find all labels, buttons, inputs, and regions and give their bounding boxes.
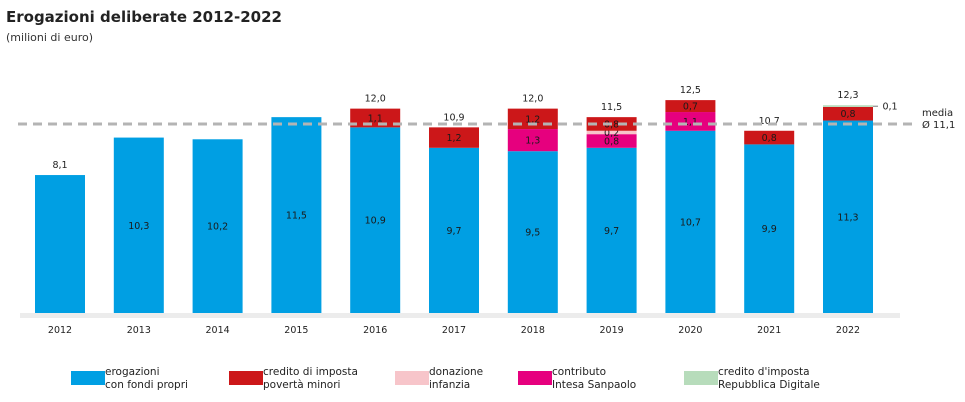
x-axis-band <box>20 313 900 318</box>
bar-segment <box>350 108 401 128</box>
bar-segment <box>823 120 873 313</box>
data-label: 1,2 <box>446 133 461 144</box>
data-label: 0,8 <box>762 133 777 144</box>
legend-label-line2: infanzia <box>429 379 471 391</box>
total-label: 8,1 <box>52 160 67 171</box>
bar-segment <box>192 139 243 313</box>
data-label: 11,3 <box>837 212 858 223</box>
legend-label-line1: credito d'imposta <box>718 366 810 378</box>
x-tick-label: 2012 <box>48 325 72 336</box>
x-tick-label: 2015 <box>284 325 308 336</box>
legend-swatch <box>518 371 552 385</box>
legend-swatch <box>684 371 718 385</box>
bar-segment <box>744 130 795 145</box>
total-label: 10,9 <box>443 112 464 123</box>
bar-segment <box>665 100 716 113</box>
bar-segment <box>586 147 637 313</box>
data-label: 1,1 <box>368 113 383 124</box>
total-label: 12,0 <box>522 94 543 105</box>
x-tick-label: 2017 <box>442 325 466 336</box>
chart-subtitle: (milioni di euro) <box>6 31 94 44</box>
data-label: 9,5 <box>525 228 540 239</box>
total-label: 12,3 <box>837 90 858 101</box>
data-label: 10,9 <box>365 216 386 227</box>
legend-label-line1: erogazioni <box>105 366 160 378</box>
legend-swatch <box>71 371 105 385</box>
bar-segment <box>507 129 558 152</box>
bar-segment <box>823 106 873 121</box>
bar-segment <box>586 130 637 135</box>
data-label: 1,3 <box>525 136 540 147</box>
x-tick-label: 2022 <box>836 325 860 336</box>
bar-segment <box>665 112 716 131</box>
callout-label: 0,1 <box>882 102 897 113</box>
data-label: 0,8 <box>604 136 619 147</box>
bar-segment <box>823 105 873 107</box>
x-tick-label: 2014 <box>206 325 230 336</box>
x-tick-label: 2016 <box>363 325 387 336</box>
bar-segment <box>113 137 164 313</box>
data-label: 10,2 <box>207 222 228 233</box>
chart-title: Erogazioni deliberate 2012-2022 <box>6 8 282 26</box>
x-tick-label: 2018 <box>521 325 545 336</box>
bar-segment <box>429 127 479 148</box>
bar-segment <box>35 175 85 313</box>
legend-swatch <box>229 371 263 385</box>
bar-segment <box>350 127 401 313</box>
legend-label-line1: credito di imposta <box>263 366 358 378</box>
legend-label-line1: donazione <box>429 366 484 378</box>
data-label: 9,9 <box>762 224 777 235</box>
data-label: 11,5 <box>286 211 307 222</box>
total-label: 11,5 <box>601 102 622 113</box>
legend-swatch <box>395 371 429 385</box>
total-label: 12,0 <box>365 94 386 105</box>
data-label: 1,2 <box>525 114 540 125</box>
data-label: 10,7 <box>680 217 701 228</box>
legend-label-line2: povertà minori <box>263 379 341 391</box>
bar-segment <box>586 134 637 148</box>
data-label: 0,7 <box>683 102 698 113</box>
reference-line-label: media Ø 11,1 <box>922 108 955 131</box>
bar-segment <box>744 144 795 313</box>
bar-segment <box>665 130 716 313</box>
x-tick-label: 2020 <box>678 325 702 336</box>
data-label: 1,1 <box>683 117 698 128</box>
bar-segment <box>429 147 479 313</box>
total-label: 12,5 <box>680 85 701 96</box>
total-label: 10,7 <box>759 116 780 127</box>
x-tick-label: 2021 <box>757 325 781 336</box>
bar-segment <box>507 151 558 313</box>
reference-line-label-line1: media <box>922 108 954 119</box>
data-label: 0,2 <box>604 128 619 139</box>
legend-label-line2: Intesa Sanpaolo <box>552 379 637 391</box>
x-tick-label: 2013 <box>127 325 151 336</box>
data-label: 9,7 <box>446 226 461 237</box>
reference-line-label-line2: Ø 11,1 <box>922 120 956 131</box>
legend-label-line1: contributo <box>552 366 607 378</box>
x-tick-label: 2019 <box>600 325 624 336</box>
legend-label-line2: con fondi propri <box>105 379 188 391</box>
legend-label-line2: Repubblica Digitale <box>718 379 820 391</box>
data-label: 10,3 <box>128 221 149 232</box>
data-label: 0,8 <box>840 109 855 120</box>
bar-segment <box>271 117 322 313</box>
data-label: 9,7 <box>604 226 619 237</box>
